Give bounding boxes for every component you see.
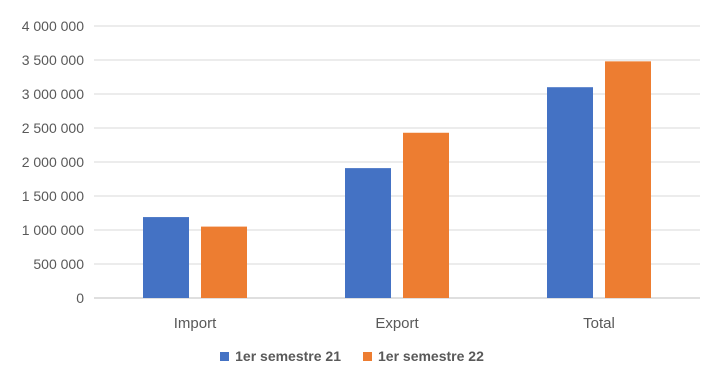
bar-import-series-2: [201, 226, 247, 298]
x-axis: Import Export Total: [174, 315, 615, 332]
y-tick-label: 3 500 000: [22, 52, 84, 68]
bar-total-series-2: [605, 61, 651, 298]
y-tick-label: 1 000 000: [22, 222, 84, 238]
legend-swatch-series-2: [363, 351, 372, 361]
y-axis: 0 500 000 1 000 000 1 500 000 2 000 000 2 500…: [22, 18, 85, 306]
legend-item-series-2: 1er semestre 22: [363, 348, 484, 364]
legend-label-series-1: 1er semestre 21: [235, 348, 341, 364]
y-tick-label: 1 500 000: [22, 188, 84, 204]
bar-export-series-2: [403, 132, 449, 298]
legend: 1er semestre 21 1er semestre 22: [0, 348, 704, 364]
y-tick-label: 500 000: [33, 256, 84, 272]
gridlines: [94, 25, 700, 299]
bars: [143, 61, 651, 298]
y-tick-label: 2 500 000: [22, 120, 84, 136]
x-tick-label: Import: [174, 315, 217, 332]
y-tick-label: 2 000 000: [22, 154, 84, 170]
legend-item-series-1: 1er semestre 21: [220, 348, 341, 364]
legend-swatch-series-1: [220, 351, 230, 361]
y-tick-label: 4 000 000: [22, 18, 84, 34]
bar-total-series-1: [547, 87, 593, 298]
y-tick-label: 0: [76, 290, 84, 306]
legend-label-series-2: 1er semestre 22: [378, 348, 484, 364]
x-tick-label: Total: [583, 315, 615, 332]
bar-export-series-1: [345, 168, 391, 298]
y-tick-label: 3 000 000: [22, 86, 84, 102]
x-tick-label: Export: [375, 315, 419, 332]
bar-import-series-1: [143, 217, 189, 298]
